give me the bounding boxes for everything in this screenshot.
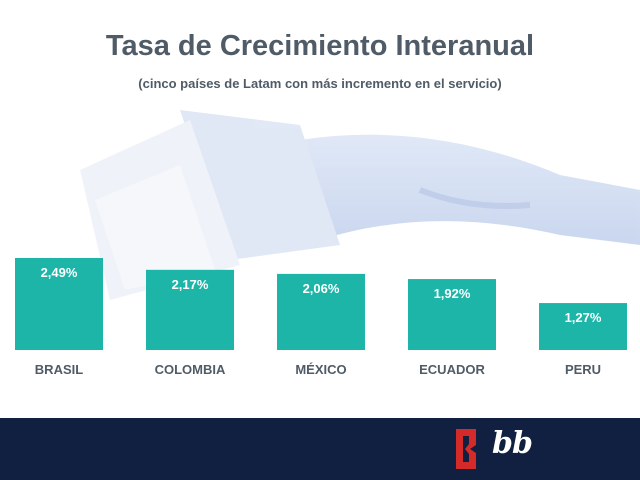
bar-value-label: 2,49% <box>41 265 78 280</box>
bar-4 <box>539 303 627 350</box>
bar-value-label: 2,06% <box>303 281 340 296</box>
category-label: BRASIL <box>35 362 83 377</box>
bar-0 <box>15 258 103 350</box>
category-label: COLOMBIA <box>155 362 226 377</box>
bar-value-label: 1,92% <box>434 286 471 301</box>
bar-2 <box>277 273 365 350</box>
category-label: MÉXICO <box>295 362 346 377</box>
chart-title: Tasa de Crecimiento Interanual <box>105 30 535 62</box>
category-label: PERU <box>565 362 601 377</box>
brand-logo-icon <box>456 429 476 469</box>
background-cable-image <box>80 110 640 300</box>
bar-value-label: 2,17% <box>172 277 209 292</box>
category-label: ECUADOR <box>419 362 485 377</box>
bar-1 <box>146 269 234 350</box>
bar-chart: 2,49% BRASIL 2,17% COLOMBIA 2,06% MÉXICO 1,92%… <box>15 258 627 377</box>
chart-subtitle: (cinco países de Latam con más increment… <box>138 76 502 91</box>
brand-logo-text: bb <box>492 426 533 461</box>
bar-3 <box>408 279 496 350</box>
bar-value-label: 1,27% <box>565 310 602 325</box>
footer-bar <box>0 418 640 480</box>
